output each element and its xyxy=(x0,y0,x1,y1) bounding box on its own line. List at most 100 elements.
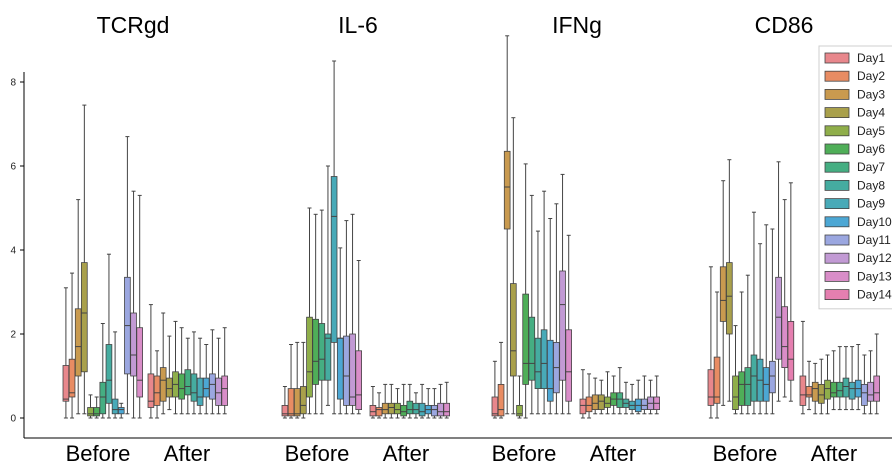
box-day1 xyxy=(147,373,155,408)
legend-label-day14: Day14 xyxy=(857,288,892,302)
box-day12 xyxy=(130,312,137,377)
group-label-before: Before xyxy=(713,441,778,466)
box-day10 xyxy=(546,339,554,402)
box-day4 xyxy=(818,383,825,404)
legend-swatch-day4 xyxy=(824,107,850,118)
box-day8 xyxy=(750,354,758,402)
box-day6 xyxy=(312,318,319,385)
box-day6 xyxy=(400,404,407,417)
box-day8 xyxy=(190,373,198,402)
box-day9 xyxy=(540,329,548,389)
box-day4 xyxy=(388,402,395,415)
panel-title-cd86: CD86 xyxy=(755,12,814,38)
box-day2 xyxy=(585,396,593,413)
box-day7 xyxy=(99,381,107,415)
box-day7 xyxy=(184,369,192,396)
box-day10 xyxy=(202,377,210,398)
legend-swatch-day6 xyxy=(824,143,850,155)
group-label-before: Before xyxy=(492,441,557,466)
group-label-after: After xyxy=(590,441,636,466)
group-label-after: After xyxy=(811,441,857,466)
box-day2 xyxy=(805,386,813,398)
y-tick-label: 4 xyxy=(10,246,16,257)
box-day7 xyxy=(744,367,752,406)
box-day1 xyxy=(799,375,807,406)
box-day11 xyxy=(641,398,648,411)
legend-swatch-day10 xyxy=(824,216,850,228)
box-day1 xyxy=(369,404,377,417)
box-day1 xyxy=(491,396,499,417)
box-day1 xyxy=(579,398,587,415)
box-day9 xyxy=(196,377,204,406)
box-day6 xyxy=(93,407,100,417)
box-day6 xyxy=(178,373,185,400)
box-day1 xyxy=(707,369,715,406)
box-day3 xyxy=(719,266,727,322)
legend-swatch-day14 xyxy=(824,289,850,301)
legend-swatch-day11 xyxy=(824,234,850,246)
box-day8 xyxy=(412,402,420,415)
box-day7 xyxy=(528,316,536,381)
legend-label-day12: Day12 xyxy=(857,251,892,265)
box-day2 xyxy=(497,383,505,417)
legend-swatch-day1 xyxy=(824,52,850,64)
panel-title-ifng: IFNg xyxy=(552,12,602,38)
box-day9 xyxy=(418,402,426,417)
y-tick-label: 2 xyxy=(10,330,16,341)
box-day3 xyxy=(503,150,511,230)
legend-swatch-day9 xyxy=(824,198,850,210)
legend-label-day1: Day1 xyxy=(857,51,885,65)
legend-swatch-day7 xyxy=(824,161,850,173)
group-label-before: Before xyxy=(285,441,350,466)
box-day8 xyxy=(534,337,542,390)
box-day4 xyxy=(81,262,88,373)
box-day12 xyxy=(349,333,356,406)
box-day4 xyxy=(726,262,733,335)
box-day3 xyxy=(74,308,82,377)
legend-label-day7: Day7 xyxy=(857,160,885,174)
box-day3 xyxy=(381,402,389,415)
box-day12 xyxy=(215,377,222,406)
legend-label-day10: Day10 xyxy=(857,215,892,229)
box-day5 xyxy=(824,379,831,400)
box-day12 xyxy=(867,381,874,402)
legend-label-day5: Day5 xyxy=(857,124,885,138)
box-day8 xyxy=(105,344,113,404)
box-day11 xyxy=(209,373,216,400)
box-day8 xyxy=(324,333,332,381)
box-day1 xyxy=(62,365,70,402)
legend-swatch-day12 xyxy=(824,252,850,264)
box-day1 xyxy=(281,404,289,417)
group-label-before: Before xyxy=(66,441,131,466)
box-day7 xyxy=(318,323,326,381)
box-day6 xyxy=(738,371,745,406)
y-tick-label: 0 xyxy=(10,414,16,425)
box-day7 xyxy=(406,400,414,415)
box-day5 xyxy=(516,404,523,417)
box-day12 xyxy=(437,402,444,417)
group-label-after: After xyxy=(164,441,210,466)
box-day14 xyxy=(787,320,795,381)
group-label-after: After xyxy=(383,441,429,466)
box-day11 xyxy=(431,404,438,417)
box-day6 xyxy=(830,381,837,398)
box-day11 xyxy=(861,383,868,406)
box-day10 xyxy=(336,337,344,400)
legend-label-day4: Day4 xyxy=(857,106,885,120)
box-day12 xyxy=(775,276,782,360)
box-day5 xyxy=(87,407,94,417)
box-day4 xyxy=(598,394,605,410)
box-day5 xyxy=(604,396,611,408)
box-day13 xyxy=(565,329,572,402)
box-day3 xyxy=(811,381,819,402)
y-tick-label: 6 xyxy=(10,162,16,173)
panel-title-il-6: IL-6 xyxy=(338,12,378,38)
legend-label-day6: Day6 xyxy=(857,142,885,156)
box-day2 xyxy=(375,407,383,417)
box-day5 xyxy=(306,316,313,398)
box-day12 xyxy=(559,270,566,381)
box-day2 xyxy=(68,358,76,398)
legend-swatch-day3 xyxy=(824,89,850,100)
